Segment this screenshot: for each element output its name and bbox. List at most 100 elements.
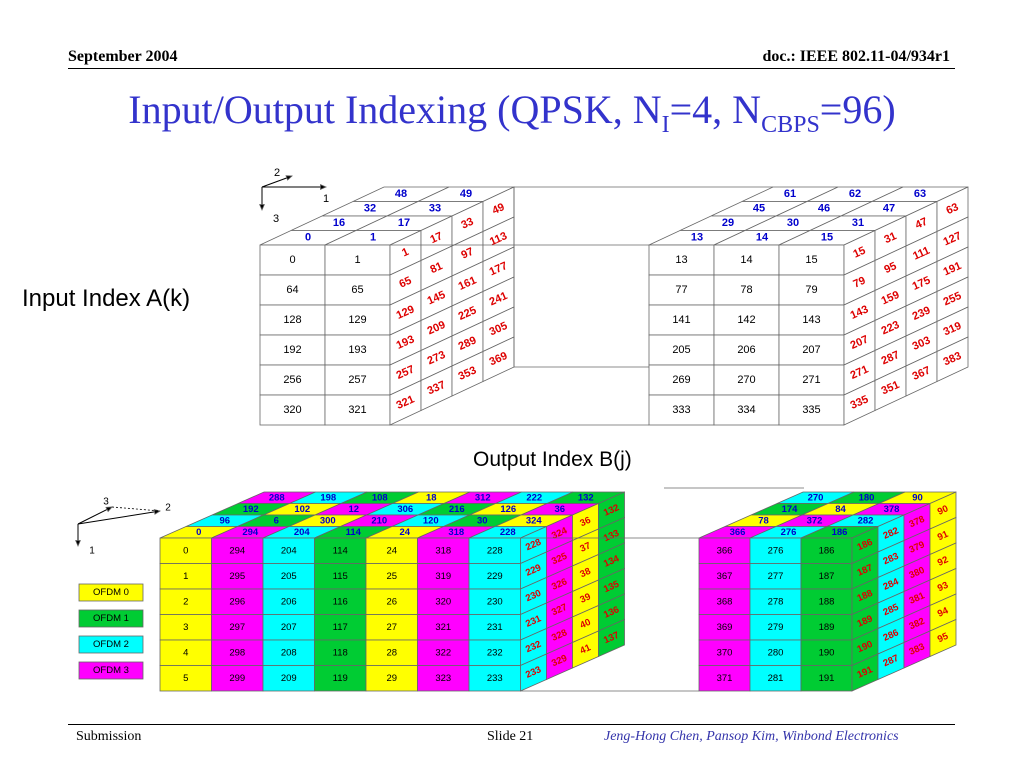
side-cell [929, 618, 957, 658]
front-cell [324, 394, 391, 426]
front-cell-label: 191 [819, 673, 835, 684]
front-cell-label: 116 [333, 596, 348, 607]
top-cell-label: 210 [371, 515, 387, 526]
front-cell [259, 364, 326, 396]
top-cell-label: 108 [372, 492, 388, 503]
front-cell-label: 0 [289, 254, 295, 266]
front-cell [778, 364, 845, 396]
top-cell-label: 186 [832, 527, 848, 538]
side-cell-label: 37 [578, 540, 592, 554]
top-cell-label: 30 [477, 515, 488, 526]
front-cell [259, 274, 326, 306]
front-cell-label: 270 [737, 374, 755, 386]
front-cell [800, 639, 853, 666]
input-index-label: Input Index A(k) [22, 285, 191, 312]
top-cell-label: 32 [364, 203, 376, 215]
side-cell [936, 336, 969, 383]
front-cell [713, 304, 780, 336]
front-cell [648, 304, 715, 336]
front-cell-label: 2 [183, 596, 188, 607]
front-cell [698, 537, 751, 564]
front-cell-label: 276 [768, 545, 784, 556]
top-cell-label: 16 [333, 217, 345, 229]
front-cell [800, 665, 853, 692]
legend-swatch [78, 583, 144, 602]
side-cell-label: 36 [578, 515, 592, 529]
side-cell-label: 81 [428, 260, 444, 276]
front-cell-label: 231 [487, 622, 503, 633]
front-cell-label: 14 [740, 254, 752, 266]
front-cell [749, 614, 802, 641]
front-cell-label: 323 [435, 673, 451, 684]
top-cell-label: 324 [526, 515, 543, 526]
front-cell-label: 233 [487, 673, 503, 684]
front-cell-label: 26 [386, 596, 397, 607]
top-cell-label: 126 [500, 504, 516, 515]
front-cell [324, 304, 391, 336]
front-cell-label: 1 [354, 254, 360, 266]
top-cell-label: 102 [294, 504, 310, 515]
front-cell-label: 190 [819, 647, 835, 658]
front-cell-label: 4 [183, 647, 188, 658]
legend-label: OFDM 1 [93, 613, 129, 624]
top-cell-label: 14 [756, 232, 769, 244]
top-cell-label: 24 [399, 527, 410, 538]
front-cell-label: 278 [768, 596, 784, 607]
front-cell [749, 537, 802, 564]
front-cell [211, 665, 264, 692]
top-cell-label: 13 [691, 232, 703, 244]
front-cell [262, 563, 315, 590]
front-cell-label: 281 [768, 673, 784, 684]
front-cell-label: 77 [675, 284, 687, 296]
front-cell-label: 64 [286, 284, 298, 296]
top-cell-label: 90 [912, 492, 923, 503]
front-cell-label: 24 [386, 545, 397, 556]
front-cell [749, 588, 802, 615]
front-cell [713, 244, 780, 276]
side-cell-label: 47 [913, 216, 929, 232]
front-cell [468, 563, 521, 590]
side-cell [598, 618, 625, 658]
front-cell-label: 229 [487, 571, 503, 582]
front-cell [468, 588, 521, 615]
front-cell-label: 128 [283, 314, 301, 326]
front-cell-label: 65 [351, 284, 363, 296]
side-cell-label: 38 [578, 566, 592, 580]
front-cell-label: 295 [229, 571, 245, 582]
axis-2-label: 2 [274, 167, 280, 179]
front-cell-label: 193 [348, 344, 366, 356]
front-cell-label: 271 [802, 374, 820, 386]
top-cell-label: 120 [423, 515, 439, 526]
side-cell-label: 39 [578, 591, 592, 605]
axis-2-arrow-head [285, 175, 293, 181]
top-cell-label: 84 [835, 504, 846, 515]
front-cell [262, 588, 315, 615]
top-cell-label: 61 [784, 188, 796, 200]
side-cell-label: 92 [936, 554, 950, 568]
axis-2b-arrow-head [153, 509, 162, 515]
front-cell-label: 206 [737, 344, 755, 356]
top-cell-label: 18 [426, 492, 437, 503]
header-doc-id: doc.: IEEE 802.11-04/934r1 [762, 48, 950, 65]
side-cell-label: 63 [944, 201, 960, 217]
front-cell-label: 0 [183, 545, 188, 556]
front-cell-label: 206 [281, 596, 297, 607]
axis-1b-label: 1 [89, 546, 95, 557]
front-cell-label: 232 [487, 647, 503, 658]
front-cell-label: 5 [183, 673, 188, 684]
front-cell [159, 639, 212, 666]
front-cell [713, 274, 780, 306]
side-cell-label: 94 [936, 605, 951, 620]
input-cube-right: 61 62 63 45 46 47 29 30 31 13 14 15 13 14 15 77 78 79 141 1… [648, 186, 969, 426]
front-cell-label: 27 [386, 622, 397, 633]
front-cell [262, 537, 315, 564]
side-cell-label: 97 [459, 246, 475, 262]
axis-1-label: 1 [323, 193, 329, 205]
top-cell-label: 312 [475, 492, 491, 503]
top-cell-label: 318 [448, 527, 464, 538]
front-cell-label: 297 [229, 622, 245, 633]
top-cell-label: 114 [346, 527, 362, 538]
front-cell-label: 335 [802, 404, 820, 416]
top-cell-label: 276 [781, 527, 797, 538]
